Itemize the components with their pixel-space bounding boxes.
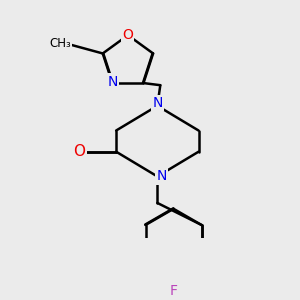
Text: O: O — [74, 144, 86, 159]
Text: F: F — [169, 284, 178, 298]
Text: CH₃: CH₃ — [49, 37, 71, 50]
Text: N: N — [107, 75, 118, 88]
Text: N: N — [157, 169, 167, 183]
Text: N: N — [152, 96, 163, 110]
Text: O: O — [122, 28, 134, 42]
